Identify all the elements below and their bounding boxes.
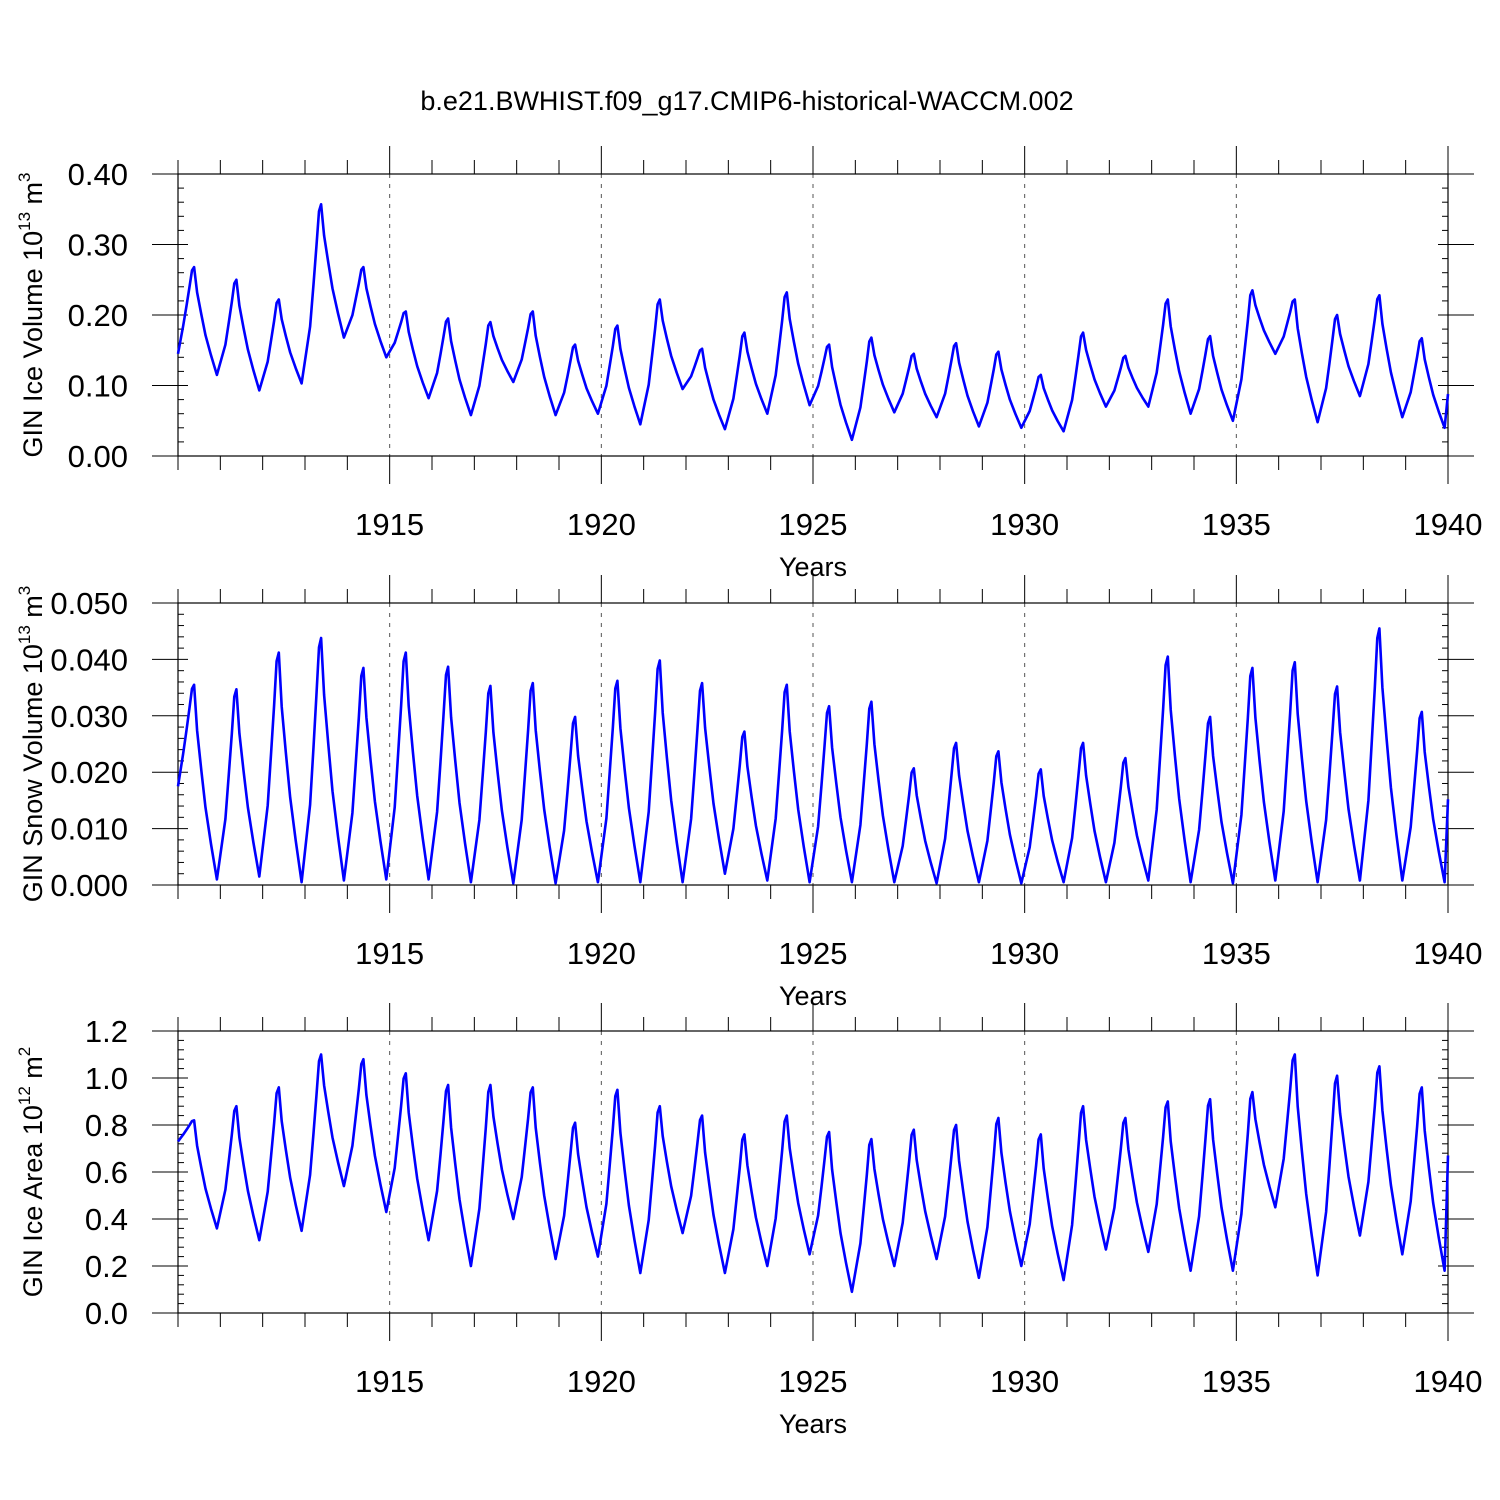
x-tick-label: 1935 (1202, 507, 1271, 542)
y-tick-label: 0.10 (68, 369, 128, 404)
x-tick-label: 1940 (1414, 936, 1483, 971)
y-axis-label-part: 12 (15, 1086, 34, 1105)
x-tick-label: 1930 (990, 936, 1059, 971)
chart-title: b.e21.BWHIST.f09_g17.CMIP6-historical-WA… (420, 86, 1073, 116)
x-tick-label: 1915 (355, 507, 424, 542)
x-tick-label: 1915 (355, 936, 424, 971)
chart-panel-2: 0.000 0.010 0.020 0.030 0.040 0.050 1915 1920 19… (15, 575, 1482, 1011)
x-tick-label: 1935 (1202, 936, 1271, 971)
x-tick-label: 1930 (990, 1364, 1059, 1399)
x-tick-label: 1940 (1414, 507, 1483, 542)
y-axis-label-part: 13 (15, 625, 34, 644)
x-tick-label: 1920 (567, 1364, 636, 1399)
y-axis-label-part: m (18, 182, 48, 212)
y-axis-label: GIN Ice Volume 1013 m3 (15, 172, 48, 457)
chart-panel-1: 0.00 0.10 0.20 0.30 0.40 1915 1920 1925 1930 1935… (15, 146, 1482, 582)
x-axis-label: Years (779, 1409, 847, 1439)
x-tick-label: 1925 (779, 936, 848, 971)
y-tick-label: 0.020 (50, 755, 128, 790)
y-axis-label-part: m (18, 1056, 48, 1086)
y-axis-label-part: m (18, 595, 48, 625)
x-tick-label: 1925 (779, 1364, 848, 1399)
x-tick-label: 1920 (567, 936, 636, 971)
x-tick-label: 1935 (1202, 1364, 1271, 1399)
x-tick-label: 1915 (355, 1364, 424, 1399)
y-tick-label: 0.40 (68, 157, 128, 192)
y-axis-label-part: GIN Ice Area 10 (18, 1105, 48, 1297)
y-axis-label: GIN Snow Volume 1013 m3 (15, 586, 48, 903)
y-tick-label: 1.0 (85, 1061, 128, 1096)
y-tick-label: 0.20 (68, 298, 128, 333)
y-tick-label: 0.010 (50, 812, 128, 847)
y-axis-label-part: 3 (15, 586, 34, 595)
series-line (176, 627, 1450, 885)
y-tick-label: 0.2 (85, 1249, 128, 1284)
y-tick-label: 0.030 (50, 699, 128, 734)
x-tick-label: 1940 (1414, 1364, 1483, 1399)
x-tick-label: 1920 (567, 507, 636, 542)
y-tick-label: 0.050 (50, 586, 128, 621)
y-axis-label: GIN Ice Area 1012 m2 (15, 1047, 48, 1298)
y-axis-label-part: GIN Snow Volume 10 (18, 644, 48, 902)
series-line (176, 1053, 1450, 1294)
y-axis-label-part: 3 (15, 172, 34, 181)
series-line (176, 203, 1450, 442)
y-tick-label: 0.040 (50, 642, 128, 677)
y-tick-label: 0.30 (68, 228, 128, 263)
y-tick-label: 1.2 (85, 1014, 128, 1049)
x-tick-label: 1930 (990, 507, 1059, 542)
y-tick-label: 0.6 (85, 1155, 128, 1190)
y-tick-label: 0.000 (50, 868, 128, 903)
y-axis-label-part: 13 (15, 212, 34, 231)
y-tick-label: 0.00 (68, 439, 128, 474)
y-axis-label-part: 2 (15, 1047, 34, 1056)
chart-panel-3: 0.0 0.2 0.4 0.6 0.8 1.0 1.2 1915 1920 1925 1930 193… (15, 1003, 1482, 1439)
x-tick-label: 1925 (779, 507, 848, 542)
y-axis-label-part: GIN Ice Volume 10 (18, 231, 48, 458)
y-tick-label: 0.8 (85, 1108, 128, 1143)
y-tick-label: 0.4 (85, 1202, 128, 1237)
y-tick-label: 0.0 (85, 1296, 128, 1331)
